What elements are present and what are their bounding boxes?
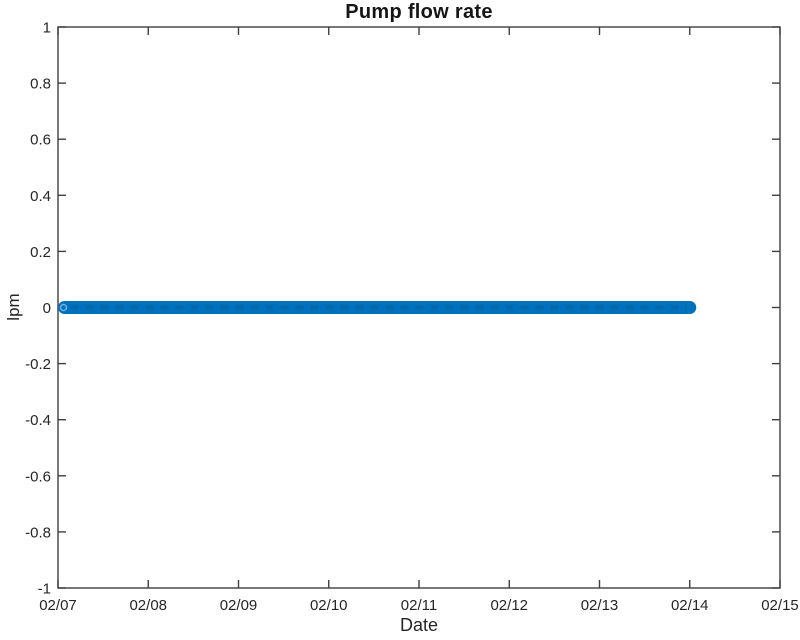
x-tick-label: 02/12 [490, 597, 528, 614]
y-tick-label: 0.8 [30, 76, 51, 93]
chart-title: Pump flow rate [345, 1, 493, 23]
x-tick-label: 02/15 [761, 597, 799, 614]
y-axis-label: lpm [4, 293, 23, 321]
y-tick-label: -0.4 [25, 412, 51, 429]
y-tick-label: -0.2 [25, 356, 51, 373]
data-line-start-marker [59, 303, 68, 312]
x-tick-label: 02/08 [129, 597, 167, 614]
x-axis-label: Date [399, 615, 439, 635]
x-tick-label: 02/10 [310, 597, 348, 614]
y-tick-label: -0.6 [25, 468, 51, 485]
x-tick-label: 02/07 [39, 597, 77, 614]
x-tick-label: 02/13 [581, 597, 619, 614]
y-tick-label: 0.4 [30, 188, 51, 205]
y-tick-label: 0.6 [30, 132, 51, 149]
x-tick-label: 02/09 [220, 597, 258, 614]
x-tick-label: 02/11 [401, 597, 437, 614]
y-tick-label: -0.8 [25, 524, 51, 541]
y-tick-label: 0.2 [30, 244, 51, 261]
y-tick-label: 0 [43, 300, 51, 317]
y-tick-label: -1 [38, 581, 51, 598]
x-tick-label: 02/14 [671, 597, 709, 614]
y-tick-label: 1 [43, 20, 51, 37]
